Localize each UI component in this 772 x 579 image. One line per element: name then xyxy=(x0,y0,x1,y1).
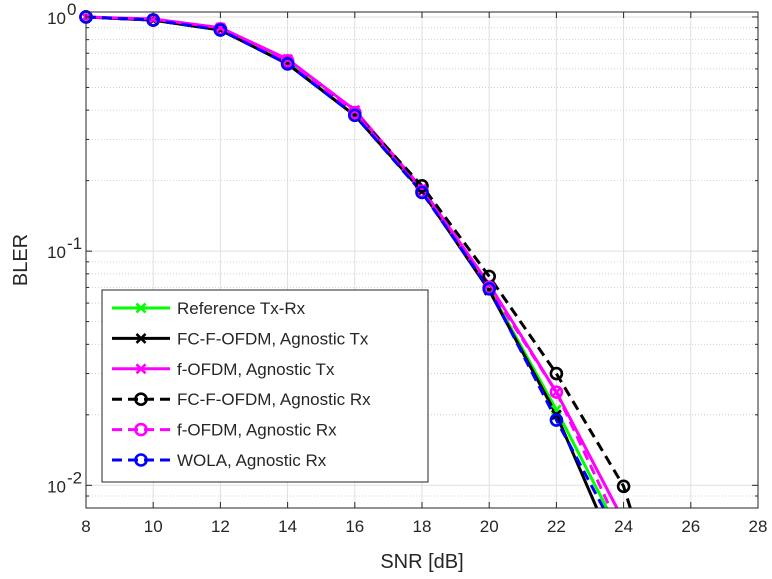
data-point-5-5 xyxy=(415,185,429,200)
marker-stroke xyxy=(135,302,147,314)
legend-label-4: f-OFDM, Agnostic Rx xyxy=(177,421,337,440)
legend-box xyxy=(101,289,429,483)
data-point-5-2 xyxy=(213,23,228,37)
x-tick-label: 12 xyxy=(211,517,230,536)
x-tick-label: 24 xyxy=(614,517,633,536)
x-tick-label: 26 xyxy=(681,517,700,536)
legend-marker-2 xyxy=(135,363,147,375)
y-axis-label: BLER xyxy=(10,234,32,286)
data-point-5-4 xyxy=(347,108,362,123)
x-tick-label: 10 xyxy=(144,517,163,536)
marker-stroke xyxy=(135,332,147,344)
data-point-3-5 xyxy=(415,179,429,193)
y-tick-label: 10 xyxy=(47,243,66,262)
y-tick-label: 10 xyxy=(47,9,66,28)
data-point-5-7 xyxy=(549,413,564,427)
x-tick-label: 28 xyxy=(749,517,768,536)
legend-label-5: WOLA, Agnostic Rx xyxy=(177,451,327,470)
y-tick-label: 10 xyxy=(47,477,66,496)
data-point-3-7 xyxy=(549,366,564,381)
data-point-3-8 xyxy=(616,479,631,494)
legend-marker-4 xyxy=(134,422,148,437)
x-tick-label: 22 xyxy=(547,517,566,536)
data-point-5-6 xyxy=(482,282,497,296)
series-group xyxy=(79,10,632,509)
x-tick-label: 20 xyxy=(480,517,499,536)
legend-label-3: FC-F-OFDM, Agnostic Rx xyxy=(177,390,371,409)
legend-label-0: Reference Tx-Rx xyxy=(177,299,306,318)
data-point-4-7 xyxy=(549,385,564,399)
legend-label-2: f-OFDM, Agnostic Tx xyxy=(177,360,335,379)
axes xyxy=(85,11,759,509)
x-tick-label: 16 xyxy=(345,517,364,536)
y-tick-exponent: 0 xyxy=(67,0,76,19)
legend-marker-1 xyxy=(135,332,147,344)
legend-marker-5 xyxy=(134,453,148,467)
legend-marker-3 xyxy=(134,392,148,407)
marker-stroke xyxy=(135,363,147,375)
data-point-5-3 xyxy=(280,57,295,71)
x-tick-label: 8 xyxy=(81,517,90,536)
y-tick-exponent: -1 xyxy=(67,234,82,253)
legend-marker-0 xyxy=(135,302,147,314)
legend: Reference Tx-Rx FC-F-OFDM, Agnostic Tx f-O… xyxy=(101,289,429,483)
y-tick-exponent: -2 xyxy=(67,468,82,487)
x-tick-label: 14 xyxy=(278,517,297,536)
x-tick-label: 18 xyxy=(413,517,432,536)
x-axis-label: SNR [dB] xyxy=(380,551,463,573)
legend-label-1: FC-F-OFDM, Agnostic Tx xyxy=(177,329,369,348)
